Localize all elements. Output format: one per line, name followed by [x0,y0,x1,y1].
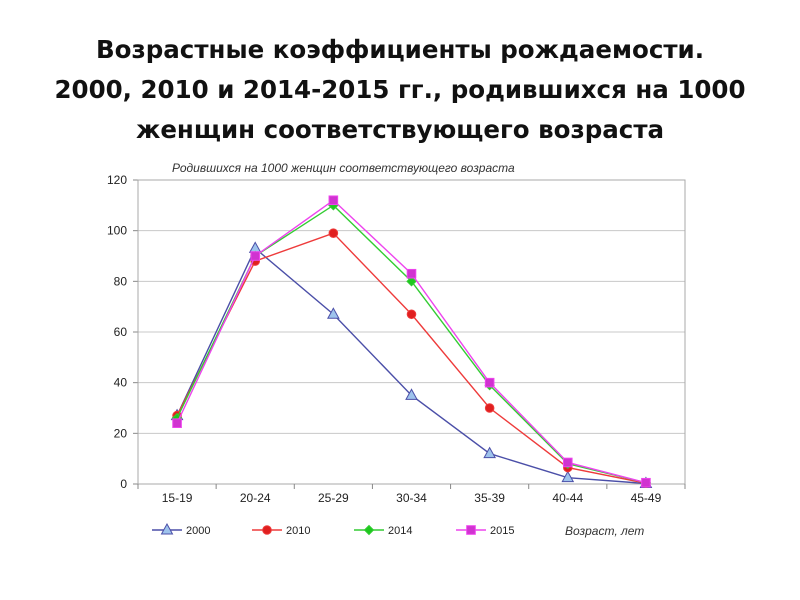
legend-marker [262,525,272,535]
x-tick-label: 35-39 [474,491,505,505]
legend-label: 2014 [388,525,412,537]
slide-title-line-1: Возрастные коэффициенты рождаемости. [95,35,705,64]
legend-label: 2015 [490,525,514,537]
legend-label: 2010 [286,525,310,537]
x-axis-ticks: 15-19 20-24 25-29 30-34 35-39 40-44 45-49 [162,491,662,505]
y-axis-ticks: 0 20 40 60 80 100 120 [107,173,127,491]
series-2014 [171,200,652,488]
data-point-2015 [328,195,339,206]
data-point-2014 [406,276,417,287]
y-tick-label: 120 [107,173,127,187]
data-point-2000 [483,446,496,459]
series-line-2014 [176,204,647,484]
y-tick-label: 20 [114,426,128,440]
legend-item-2000: 2000 [152,522,210,537]
chart-subtitle: Родившихся на 1000 женщин соответствующе… [172,161,515,175]
y-tick-label: 60 [114,325,128,339]
y-tick-label: 80 [114,274,128,288]
x-tick-label: 40-44 [552,491,583,505]
slide-title-line-3: женщин соответствующего возраста [135,115,665,144]
data-point-2000 [405,388,418,400]
y-tick-label: 0 [120,477,127,491]
data-point-2015 [250,251,261,261]
x-tick-label: 45-49 [631,491,662,505]
series-2010 [172,228,651,489]
data-point-2010 [328,228,339,238]
data-point-2015 [406,268,417,279]
x-tick-label: 20-24 [240,491,271,505]
data-point-2015 [562,457,573,468]
data-point-2000 [561,470,575,483]
legend-marker [160,522,174,535]
legend-marker [363,524,375,536]
x-axis-label: Возраст, лет [565,524,644,538]
chart-grid [133,179,686,489]
chart-series [170,195,653,489]
x-tick-label: 30-34 [396,491,427,505]
legend-item-2015: 2015 [456,525,514,537]
slide-title-line-2: 2000, 2010 и 2014-2015 гг., родившихся н… [54,75,746,104]
legend-item-2014: 2014 [354,524,412,537]
data-point-2010 [484,403,495,413]
data-point-2015 [641,477,651,488]
x-tick-label: 15-19 [162,491,193,505]
data-point-2015 [172,418,182,428]
data-point-2015 [484,377,495,388]
data-point-2000 [327,307,340,319]
legend-marker [466,525,476,535]
legend-item-2010: 2010 [252,525,310,537]
legend-label: 2000 [186,525,210,537]
data-point-2010 [406,309,417,320]
y-tick-label: 100 [107,224,127,238]
chart-legend: 2000 2010 2014 2015 [152,522,514,537]
series-2015 [172,195,651,488]
y-tick-label: 40 [114,376,128,390]
series-line-2015 [176,199,647,484]
plot-frame [137,179,686,485]
x-tick-label: 25-29 [318,491,349,505]
slide-title: Возрастные коэффициенты рождаемости. 200… [0,30,800,150]
